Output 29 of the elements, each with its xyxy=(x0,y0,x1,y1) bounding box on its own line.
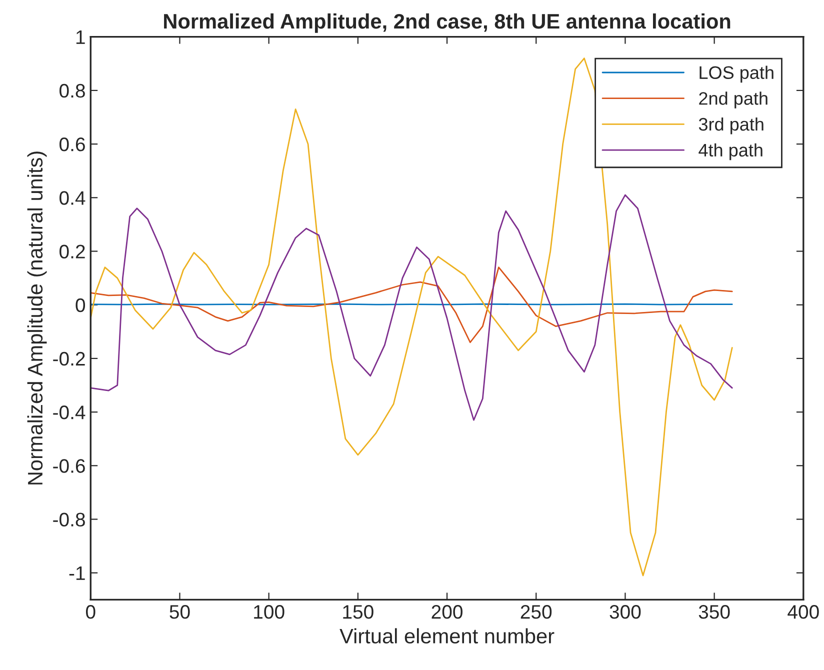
y-axis-title: Normalized Amplitude (natural units) xyxy=(27,152,47,484)
y-tick-label: -0.2 xyxy=(53,352,85,366)
x-tick-label: 100 xyxy=(254,605,284,619)
line-series xyxy=(90,194,733,421)
y-tick-label: 0.2 xyxy=(60,244,85,258)
x-tick-label: 0 xyxy=(86,605,96,619)
line-series xyxy=(90,266,733,344)
x-tick-label: 400 xyxy=(788,605,819,619)
y-tick-label: 0 xyxy=(76,298,86,312)
x-tick-label: 250 xyxy=(520,605,552,619)
legend-label: 4th path xyxy=(698,143,762,160)
y-tick-label: -0.8 xyxy=(53,512,85,526)
y-tick-label: -0.6 xyxy=(53,459,85,473)
x-tick-label: 200 xyxy=(432,605,462,619)
x-tick-label: 300 xyxy=(610,605,641,619)
y-tick-label: 0.8 xyxy=(60,84,85,98)
y-tick-label: 1 xyxy=(76,30,85,44)
y-tick-label: 0.6 xyxy=(60,138,85,152)
x-tick-label: 350 xyxy=(698,605,730,619)
legend-label: 3rd path xyxy=(698,117,764,134)
legend-label: LOS path xyxy=(700,66,774,83)
y-tick-label: -1 xyxy=(69,566,85,580)
chart-title: Normalized Amplitude, 2nd case, 8th UE antenna location xyxy=(164,13,730,33)
y-tick-label: 0.4 xyxy=(60,191,86,205)
legend-label: 2nd path xyxy=(699,92,768,108)
x-tick-label: 50 xyxy=(170,605,190,619)
y-tick-label: -0.4 xyxy=(53,406,86,420)
x-tick-label: 150 xyxy=(343,605,374,619)
x-axis-title: Virtual element number xyxy=(340,628,554,644)
